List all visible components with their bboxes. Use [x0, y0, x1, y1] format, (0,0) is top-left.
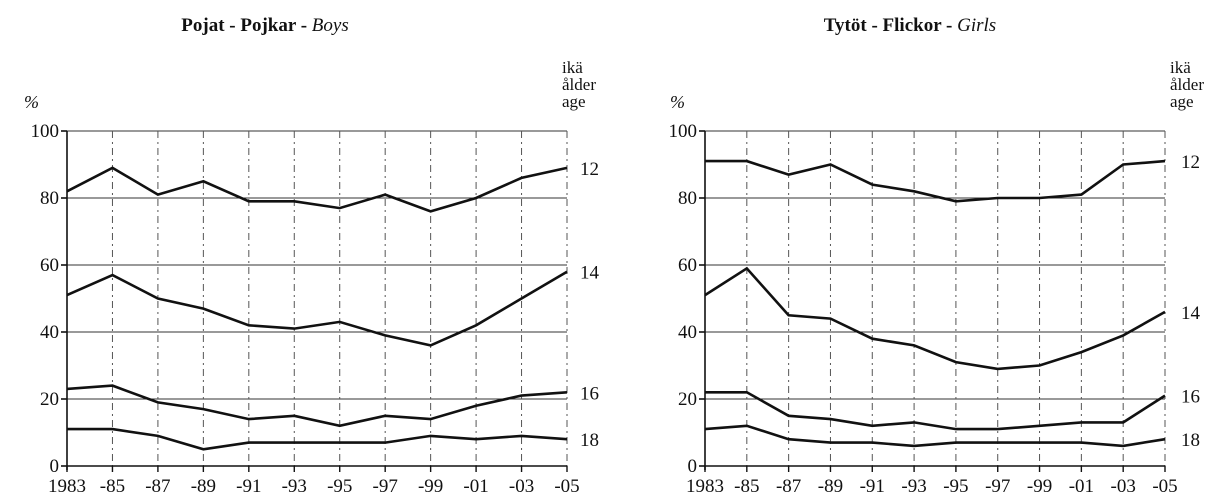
x-tick-label: -03 [1111, 476, 1136, 497]
series-label-age-14: 14 [580, 263, 600, 284]
x-tick-label: -97 [985, 476, 1010, 497]
x-tick-label: -05 [1152, 476, 1177, 497]
series-label-age-18: 18 [580, 430, 599, 451]
y-tick-label: 0 [50, 456, 60, 477]
x-tick-label: -91 [860, 476, 885, 497]
x-tick-label: -01 [463, 476, 488, 497]
y-tick-label: 80 [40, 188, 59, 209]
series-line-age-12 [705, 159, 1166, 203]
chart-title-girls: Tytöt - Flickor - Girls [824, 15, 996, 36]
x-tick-label: 1983 [48, 476, 86, 497]
x-tick-label: -93 [901, 476, 926, 497]
chart-panel-girls: Tytöt - Flickor - Girls % ikä ålder age … [669, 15, 1205, 497]
x-tick-label: -05 [554, 476, 579, 497]
x-tick-label: -93 [282, 476, 307, 497]
y-tick-label: 80 [678, 188, 697, 209]
x-tick-label: 1983 [686, 476, 724, 497]
x-tick-label: -85 [734, 476, 759, 497]
x-tick-label: -91 [236, 476, 261, 497]
x-tick-label: -89 [191, 476, 216, 497]
y-tick-label: 20 [678, 389, 697, 410]
age-header-line-2: ålder [1170, 75, 1204, 94]
y-tick-label: 100 [669, 121, 698, 142]
series-label-age-12: 12 [1181, 152, 1200, 173]
x-tick-label: -87 [145, 476, 170, 497]
age-header-line-1: ikä [1170, 58, 1191, 77]
series-line-age-14 [704, 266, 1166, 371]
series-line-age-16 [66, 384, 568, 428]
y-tick-label: 0 [688, 456, 698, 477]
series-label-age-18: 18 [1181, 430, 1200, 451]
series-line-age-12 [66, 166, 568, 213]
x-tick-label: -89 [818, 476, 843, 497]
series-label-age-16: 16 [580, 383, 599, 404]
y-tick-label: 40 [40, 322, 59, 343]
x-tick-label: -95 [327, 476, 352, 497]
y-tick-label: 60 [678, 255, 697, 276]
age-header-line-1: ikä [562, 58, 583, 77]
series-line-age-16 [705, 390, 1166, 431]
age-header-line-2: ålder [562, 75, 596, 94]
y-tick-label: 40 [678, 322, 697, 343]
x-tick-label: -85 [100, 476, 125, 497]
series-line-age-18 [67, 427, 568, 451]
series-label-age-12: 12 [580, 159, 599, 180]
x-tick-label: -99 [418, 476, 443, 497]
y-tick-label: 100 [31, 121, 60, 142]
age-header-line-3: age [1170, 92, 1194, 111]
y-unit-label: % [24, 92, 39, 112]
x-tick-label: -01 [1069, 476, 1094, 497]
series-line-age-18 [704, 424, 1166, 448]
x-tick-label: -87 [776, 476, 801, 497]
y-tick-label: 60 [40, 255, 59, 276]
x-tick-label: -03 [509, 476, 534, 497]
series-line-age-14 [66, 270, 568, 347]
x-tick-label: -99 [1027, 476, 1052, 497]
y-unit-label: % [670, 92, 685, 112]
series-label-age-14: 14 [1181, 303, 1201, 324]
chart-title-boys: Pojat - Pojkar - Boys [181, 15, 348, 36]
x-tick-label: -95 [943, 476, 968, 497]
x-tick-label: -97 [373, 476, 398, 497]
series-label-age-16: 16 [1181, 387, 1200, 408]
age-header-line-3: age [562, 92, 586, 111]
y-tick-label: 20 [40, 389, 59, 410]
chart-panel-boys: Pojat - Pojkar - Boys % ikä ålder age 0 2… [24, 15, 600, 497]
